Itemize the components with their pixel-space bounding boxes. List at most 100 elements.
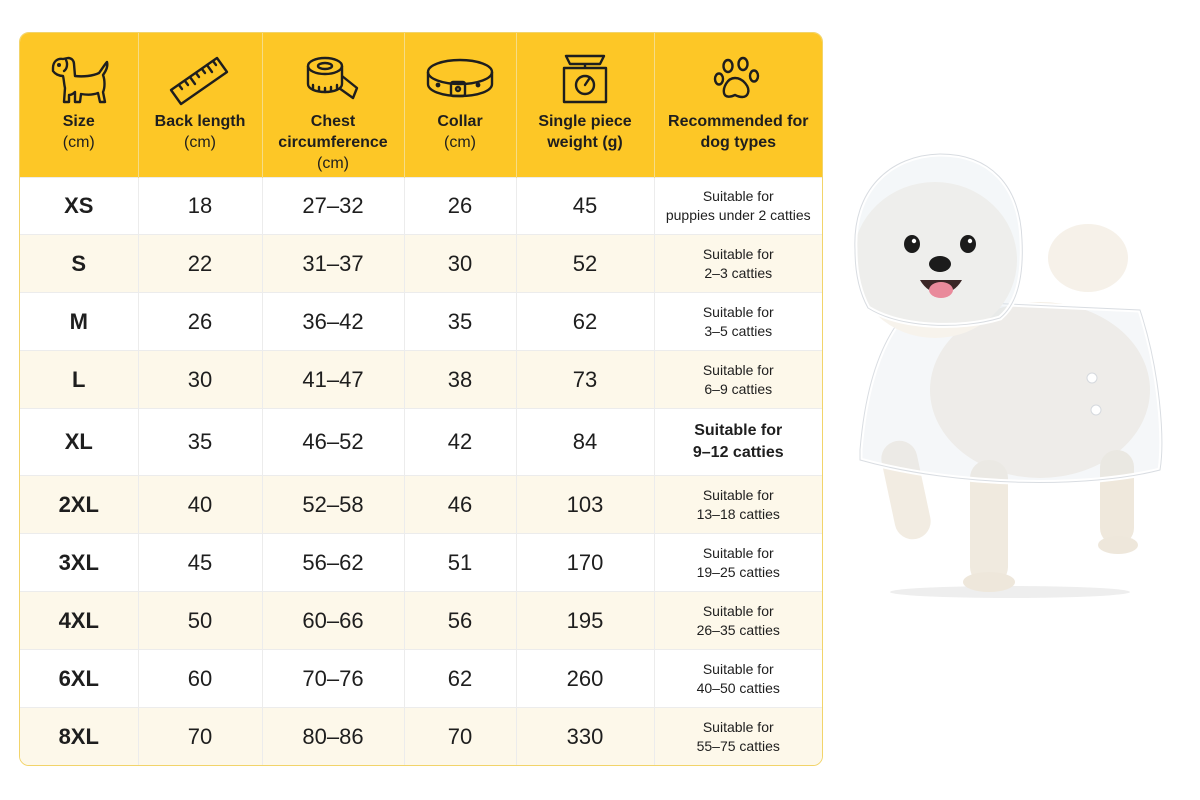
header-recommended-sub: dog types [700, 134, 777, 151]
header-size: Size (cm) [20, 33, 139, 177]
recommended-cell: Suitable for puppies under 2 catties [654, 176, 822, 235]
paw-icon [659, 51, 819, 107]
header-recommended: Recommended for dog types [654, 33, 822, 177]
recommended-prefix: Suitable for [702, 245, 774, 262]
collar-cell: 62 [404, 649, 517, 708]
chest-cell: 52–58 [262, 475, 405, 534]
recommended-cell: Suitable for 3–5 catties [654, 292, 822, 351]
recommended-range: 6–9 catties [704, 380, 773, 397]
back-length-cell: 18 [138, 176, 263, 235]
recommended-range: puppies under 2 catties [665, 206, 811, 223]
header-size-unit: (cm) [62, 134, 95, 151]
header-row: Size (cm) Back length (cm) [20, 33, 822, 177]
back-length-cell: 60 [138, 649, 263, 708]
weight-cell: 45 [516, 176, 655, 235]
recommended-prefix: Suitable for [702, 544, 774, 561]
back-length-cell: 30 [138, 350, 263, 409]
header-chest-unit: (cm) [317, 155, 349, 172]
recommended-range: 55–75 catties [696, 737, 780, 754]
size-cell: S [20, 234, 139, 293]
header-collar-unit: (cm) [444, 134, 476, 151]
header-weight: Single piece weight (g) [516, 33, 655, 177]
back-length-cell: 50 [138, 591, 263, 650]
chest-cell: 31–37 [262, 234, 405, 293]
chest-cell: 70–76 [262, 649, 405, 708]
weight-cell: 330 [516, 707, 655, 765]
size-cell: XL [20, 408, 139, 476]
table-row: M 26 36–42 35 62 Suitable for 3–5 catties [20, 292, 822, 351]
table-row: 4XL 50 60–66 56 195 Suitable for 26–35 catties [20, 591, 822, 650]
size-cell: XS [20, 176, 139, 235]
header-back-length: Back length (cm) [138, 33, 263, 177]
header-chest-label: Chest circumference [278, 113, 388, 151]
recommended-cell: Suitable for 26–35 catties [654, 591, 822, 650]
collar-cell: 46 [404, 475, 517, 534]
recommended-cell: Suitable for 40–50 catties [654, 649, 822, 708]
weight-cell: 73 [516, 350, 655, 409]
back-length-cell: 40 [138, 475, 263, 534]
recommended-prefix: Suitable for [702, 718, 774, 735]
size-cell: 4XL [20, 591, 139, 650]
recommended-cell: Suitable for 55–75 catties [654, 707, 822, 765]
table-row: L 30 41–47 38 73 Suitable for 6–9 catties [20, 350, 822, 409]
collar-cell: 35 [404, 292, 517, 351]
collar-icon [409, 51, 512, 107]
chest-cell: 41–47 [262, 350, 405, 409]
recommended-prefix: Suitable for [702, 602, 774, 619]
recommended-prefix: Suitable for [702, 187, 774, 204]
size-cell: 3XL [20, 533, 139, 592]
chest-cell: 27–32 [262, 176, 405, 235]
table-row: S 22 31–37 30 52 Suitable for 2–3 catties [20, 234, 822, 293]
chest-cell: 36–42 [262, 292, 405, 351]
collar-cell: 56 [404, 591, 517, 650]
collar-cell: 26 [404, 176, 517, 235]
recommended-prefix: Suitable for [702, 303, 774, 320]
weight-cell: 260 [516, 649, 655, 708]
recommended-range: 3–5 catties [704, 322, 773, 339]
chest-cell: 46–52 [262, 408, 405, 476]
recommended-range: 26–35 catties [696, 621, 780, 638]
table-row: 6XL 60 70–76 62 260 Suitable for 40–50 catties [20, 649, 822, 708]
dog-in-raincoat-photo [852, 151, 1165, 598]
recommended-prefix: Suitable for [702, 660, 774, 677]
recommended-cell: Suitable for 9–12 catties [654, 408, 822, 476]
back-length-cell: 70 [138, 707, 263, 765]
recommended-cell: Suitable for 6–9 catties [654, 350, 822, 409]
recommended-range: 13–18 catties [696, 505, 780, 522]
recommended-prefix: Suitable for [702, 486, 774, 503]
weight-cell: 84 [516, 408, 655, 476]
weight-cell: 62 [516, 292, 655, 351]
recommended-range: 9–12 catties [692, 444, 784, 462]
size-cell: 2XL [20, 475, 139, 534]
header-back-length-unit: (cm) [184, 134, 216, 151]
table-row: XS 18 27–32 26 45 Suitable for puppies under 2… [20, 176, 822, 235]
recommended-cell: Suitable for 13–18 catties [654, 475, 822, 534]
table-row: 3XL 45 56–62 51 170 Suitable for 19–25 catties [20, 533, 822, 592]
recommended-range: 2–3 catties [704, 264, 773, 281]
table-row: 8XL 70 80–86 70 330 Suitable for 55–75 catties [20, 707, 822, 765]
tape-measure-icon [267, 51, 400, 107]
weight-cell: 195 [516, 591, 655, 650]
weight-cell: 170 [516, 533, 655, 592]
size-table: Size (cm) Back length (cm) [20, 33, 822, 765]
header-weight-label: Single piece [538, 113, 632, 130]
table-row: 2XL 40 52–58 46 103 Suitable for 13–18 catties [20, 475, 822, 534]
chest-cell: 80–86 [262, 707, 405, 765]
ruler-icon [143, 51, 258, 107]
chest-cell: 56–62 [262, 533, 405, 592]
back-length-cell: 45 [138, 533, 263, 592]
collar-cell: 51 [404, 533, 517, 592]
header-collar: Collar (cm) [404, 33, 517, 177]
header-recommended-label: Recommended for [668, 113, 809, 130]
size-cell: 8XL [20, 707, 139, 765]
recommended-cell: Suitable for 2–3 catties [654, 234, 822, 293]
header-back-length-label: Back length [154, 113, 246, 130]
scale-icon [521, 51, 650, 107]
back-length-cell: 26 [138, 292, 263, 351]
weight-cell: 52 [516, 234, 655, 293]
header-weight-unit: weight (g) [547, 134, 623, 151]
back-length-cell: 35 [138, 408, 263, 476]
chest-cell: 60–66 [262, 591, 405, 650]
size-cell: L [20, 350, 139, 409]
header-size-label: Size [62, 113, 95, 130]
